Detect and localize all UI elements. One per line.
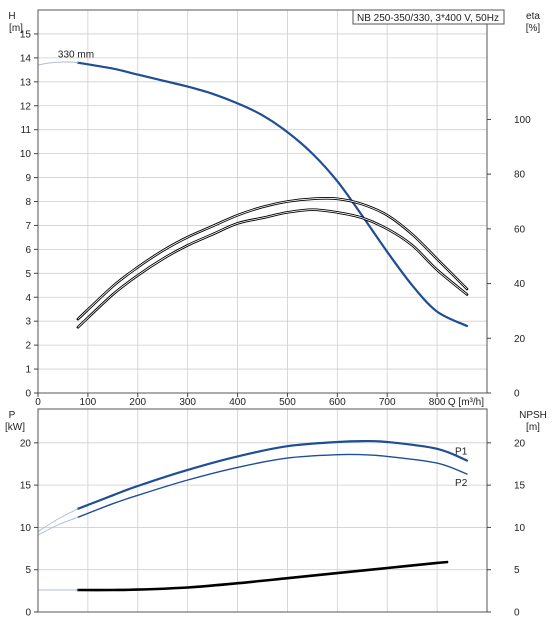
upper-right-tick-label: 60 [514,224,526,235]
upper-left-tick-label: 0 [25,389,31,400]
x-tick-label: 400 [229,397,246,408]
lower-series-4-curve [37,516,79,536]
upper-right-axis-symbol: eta [526,11,540,22]
upper-left-tick-label: 7 [25,221,31,232]
upper-left-tick-label: 8 [25,197,31,208]
lower-npsh-curve [76,560,449,592]
upper-left-tick-label: 3 [25,317,31,328]
lower-left-tick-label: 0 [25,608,31,619]
p2-series-label: P2 [455,478,468,489]
p1-series-label: P1 [455,447,468,458]
upper-left-axis-symbol: H [8,11,15,22]
upper-right-tick-label: 100 [514,115,531,126]
lower-plot-frame [37,408,488,613]
lower-p2-curve [77,453,468,518]
upper-series-2-curve-inner [77,209,468,328]
x-tick-label: 200 [129,397,146,408]
upper-left-tick-label: 4 [25,293,31,304]
upper-right-tick-label: 20 [514,334,526,345]
lower-series-3-curve [37,508,79,533]
upper-left-tick-label: 5 [25,269,31,280]
lower-left-axis-symbol: P [9,410,16,421]
upper-left-tick-label: 12 [20,101,32,112]
x-tick-label: 100 [80,397,97,408]
impeller-diameter-annotation: 330 mm [58,50,94,61]
x-tick-label: 700 [379,397,396,408]
x-tick-label: 600 [329,397,346,408]
upper-right-tick-label: 80 [514,170,526,181]
lower-right-axis-unit: [m] [526,422,540,433]
lower-left-tick-label: 5 [25,565,31,576]
x-tick-label: 500 [279,397,296,408]
lower-p1-curve [76,439,469,510]
lower-right-tick-label: 5 [514,565,520,576]
chart-title: NB 250-350/330, 3*400 V, 50Hz [357,13,499,24]
lower-left-tick-label: 20 [20,438,32,449]
upper-h-curve [76,61,469,328]
upper-series-3-curve [37,61,79,66]
upper-left-tick-label: 2 [25,341,31,352]
lower-left-tick-label: 10 [20,523,32,534]
upper-series-1-curve-inner [77,197,468,320]
upper-left-tick-label: 15 [20,29,32,40]
upper-left-tick-label: 6 [25,245,31,256]
lower-right-tick-label: 10 [514,523,526,534]
upper-right-tick-label: 40 [514,279,526,290]
lower-right-axis-symbol: NPSH [519,410,547,421]
lower-right-tick-label: 15 [514,481,526,492]
chart-title-box [352,9,505,25]
lower-right-tick-label: 20 [514,438,526,449]
x-axis-label: Q [m³/h] [448,397,484,408]
upper-left-tick-label: 11 [21,125,32,136]
upper-left-tick-label: 13 [20,77,32,88]
x-tick-label: 0 [35,397,41,408]
upper-left-tick-label: 9 [25,173,31,184]
upper-right-tick-label: 0 [514,389,520,400]
upper-left-tick-label: 10 [20,149,32,160]
lower-left-tick-label: 15 [20,481,32,492]
lower-left-axis-unit: [kW] [5,422,25,433]
lower-right-tick-label: 0 [514,608,520,619]
upper-left-tick-label: 14 [20,53,32,64]
x-tick-label: 800 [429,397,446,408]
upper-left-axis-unit: [m] [9,23,23,34]
upper-right-axis-unit: [%] [526,23,541,34]
upper-left-tick-label: 1 [25,365,31,376]
x-tick-label: 300 [179,397,196,408]
